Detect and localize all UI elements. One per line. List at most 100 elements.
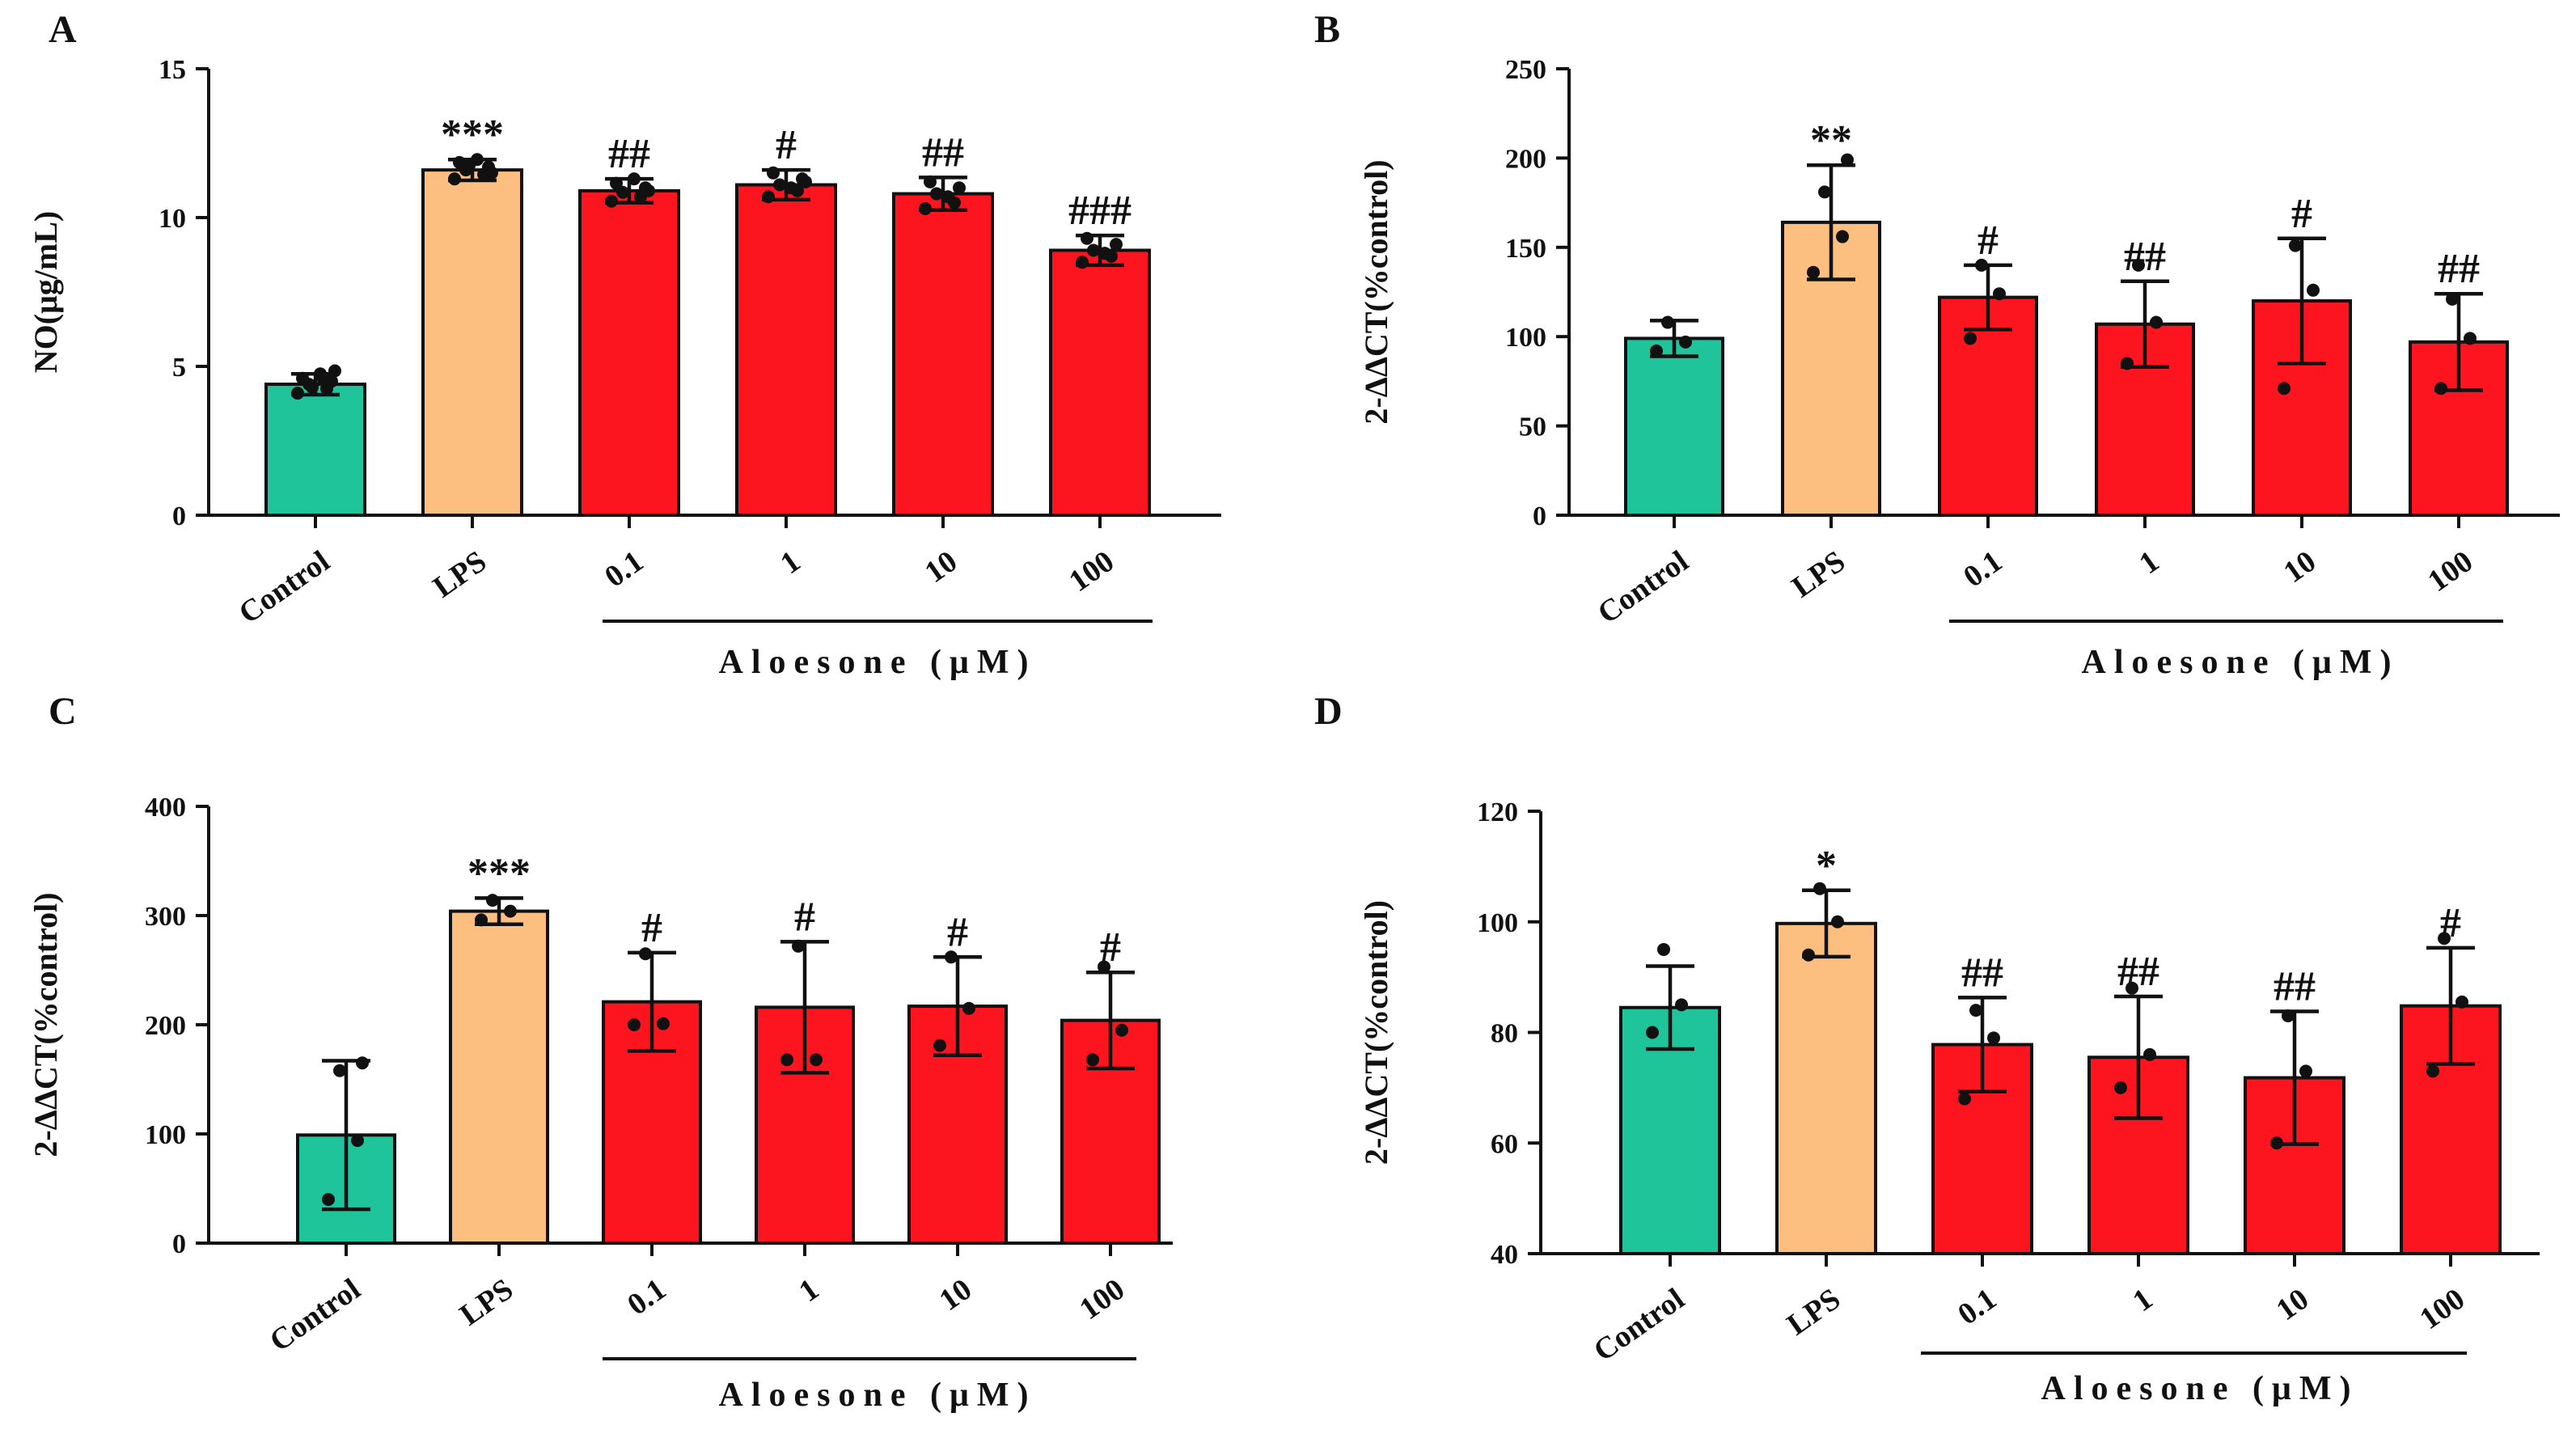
data-point [1813,882,1826,895]
data-point [475,913,488,927]
data-point [2143,1047,2156,1061]
y-tick-label: 100 [1477,908,1518,938]
data-point [1807,265,1820,279]
category-label: 100 [1063,544,1120,599]
y-tick-label: 120 [1477,797,1518,827]
data-point [810,1053,823,1067]
data-point [1657,942,1670,956]
x-group-label: Aloesone (μM) [719,1377,1037,1414]
data-point [2307,283,2320,297]
y-tick-label: 400 [145,793,186,823]
data-point [799,175,812,188]
category-label: 1 [775,544,807,581]
category-label: LPS [427,544,493,604]
category-label: 1 [2127,1282,2159,1318]
bar-0.1 [1938,295,2038,517]
y-tick-label: 0 [172,501,186,531]
data-point [2150,315,2163,329]
data-point [1650,344,1663,357]
panel-letter: B [1314,8,1340,51]
bar-1 [735,183,837,518]
y-tick-label: 0 [1533,501,1546,531]
panel-letter: A [49,8,77,51]
significance-mark: # [1977,218,1999,264]
x-group-label: Aloesone (μM) [2082,644,2400,681]
data-point [1831,915,1844,929]
significance-mark: ### [1068,188,1131,234]
data-point [767,166,780,180]
data-point [616,185,629,199]
data-point [1081,231,1093,245]
category-label: 10 [919,544,963,590]
data-point [2126,981,2138,995]
data-point [628,172,641,186]
data-point [785,181,797,195]
category-label: Control [1588,1282,1690,1368]
data-point [1802,948,1815,962]
y-tick-label: 300 [145,902,186,932]
data-point [1969,1004,1982,1017]
data-point [2455,995,2468,1009]
data-point [924,175,937,188]
data-point [351,1134,364,1148]
category-label: LPS [1786,544,1851,604]
data-point [2114,1081,2127,1094]
y-axis-label: 2-ΔΔCT(%control) [1358,159,1394,424]
category-label: 0.1 [621,1272,672,1322]
data-point [642,184,655,197]
data-point [1975,258,1988,272]
category-label: Control [233,544,336,631]
data-point [333,1064,346,1077]
data-point [2446,292,2459,306]
data-point [328,364,341,378]
bar-0.1 [578,188,680,517]
category-label: 0.1 [1952,1282,2003,1332]
category-label: Control [1592,544,1694,631]
data-point [296,371,309,385]
y-tick-label: 5 [172,353,186,383]
data-point [1964,332,1977,345]
y-tick-label: 80 [1491,1019,1518,1049]
data-point [2299,1064,2312,1078]
data-point [962,1001,975,1015]
category-label: 10 [2278,544,2322,590]
x-group-label: Aloesone (μM) [2041,1370,2359,1407]
data-point [1098,247,1111,260]
significance-mark: * [1816,843,1837,889]
bar-lps [421,168,523,517]
data-point [486,894,499,907]
category-label: 0.1 [599,544,649,594]
category-label: LPS [454,1272,519,1332]
data-point [291,387,304,400]
data-point [605,194,618,208]
bar-lps [449,909,549,1245]
data-point [2282,1009,2295,1022]
data-point [1098,960,1110,974]
y-tick-label: 100 [1505,323,1546,353]
significance-mark: # [794,894,815,940]
y-tick-label: 40 [1491,1240,1518,1270]
data-point [780,1053,793,1067]
y-tick-label: 150 [1505,234,1546,264]
data-point [322,1193,335,1206]
data-point [610,176,623,190]
significance-mark: ## [2124,234,2166,280]
data-point [356,1056,369,1070]
significance-mark: *** [467,850,531,896]
panel-b: B 0 50 100 150 200 250 2-ΔΔCT(%control) Control *… [1314,8,2560,681]
data-point [933,1038,946,1052]
data-point [1661,315,1674,329]
significance-mark: ## [2274,964,2316,1010]
significance-mark: # [2440,900,2461,946]
panel-a: A 0 5 10 15 NO(μg/mL) Control *** LPS ## 0.1 #1 ## 10… [27,8,1221,681]
y-tick-label: 0 [172,1229,186,1259]
data-point [1841,153,1854,167]
data-point [1675,998,1688,1012]
data-point [448,172,461,186]
significance-mark: # [776,122,797,168]
y-tick-label: 10 [159,204,186,234]
significance-mark: ## [2438,246,2480,292]
category-label: 0.1 [1957,544,2008,594]
data-point [792,939,805,953]
y-axis-label: 2-ΔΔCT(%control) [27,892,64,1157]
